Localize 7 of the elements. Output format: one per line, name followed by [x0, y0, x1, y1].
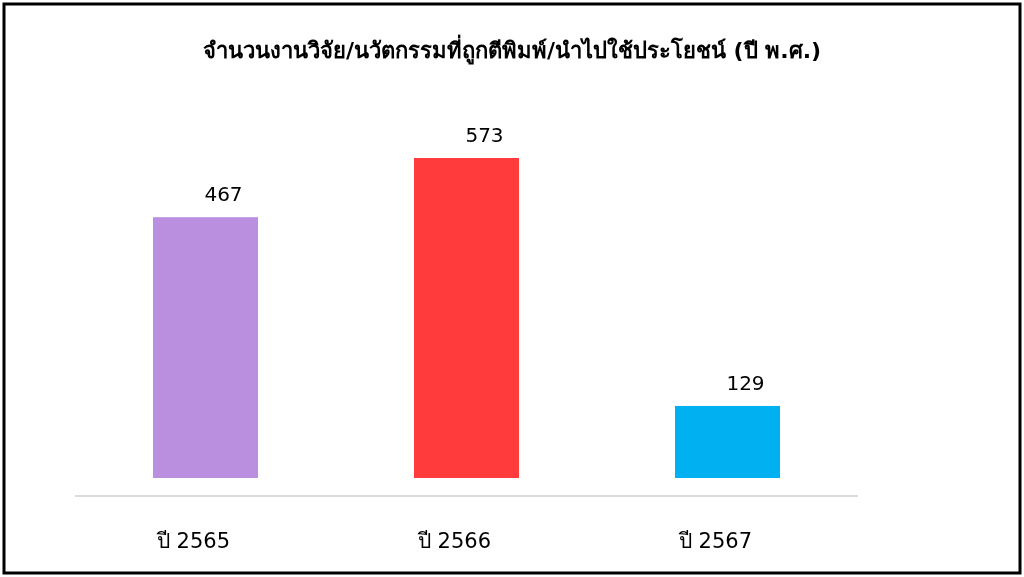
- x-tick-label: ปี 2565: [155, 529, 231, 553]
- data-label: 467: [204, 182, 243, 207]
- x-tick-label: ปี 2566: [416, 529, 492, 553]
- chart-title: จำนวนงานวิจัย/นวัตกรรมที่ถูกตีพิมพ์/นำไปใช้ประโยชน์ (ปี พ.ศ.): [202, 34, 822, 65]
- x-tick-label: ปี 2567: [677, 529, 753, 553]
- data-label: 129: [726, 370, 765, 395]
- data-label: 573: [465, 123, 504, 147]
